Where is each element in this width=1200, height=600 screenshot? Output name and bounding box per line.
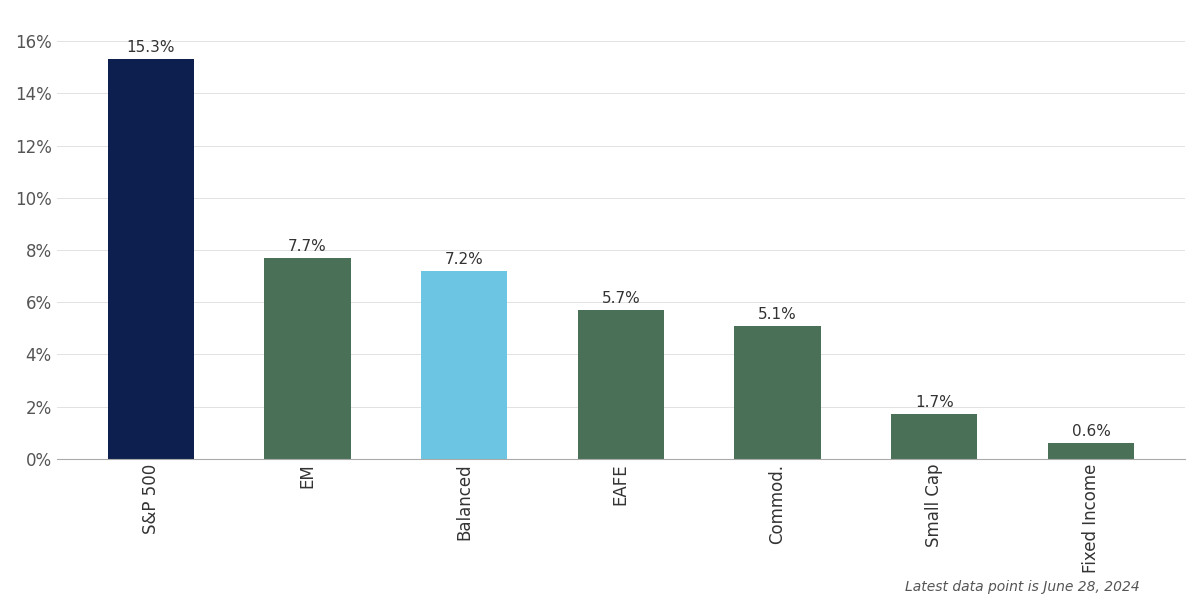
Bar (892, 415, 977, 459)
Bar (421, 271, 508, 459)
Text: 7.2%: 7.2% (445, 252, 484, 267)
Bar (734, 326, 821, 459)
Bar (1048, 443, 1134, 459)
Text: 15.3%: 15.3% (126, 40, 175, 55)
Text: 1.7%: 1.7% (914, 395, 954, 410)
Text: 5.7%: 5.7% (601, 291, 641, 306)
Text: Latest data point is June 28, 2024: Latest data point is June 28, 2024 (905, 580, 1140, 594)
Bar (577, 310, 664, 459)
Text: 5.1%: 5.1% (758, 307, 797, 322)
Bar (264, 258, 350, 459)
Text: 0.6%: 0.6% (1072, 424, 1110, 439)
Text: 7.7%: 7.7% (288, 239, 326, 254)
Bar (108, 59, 194, 459)
